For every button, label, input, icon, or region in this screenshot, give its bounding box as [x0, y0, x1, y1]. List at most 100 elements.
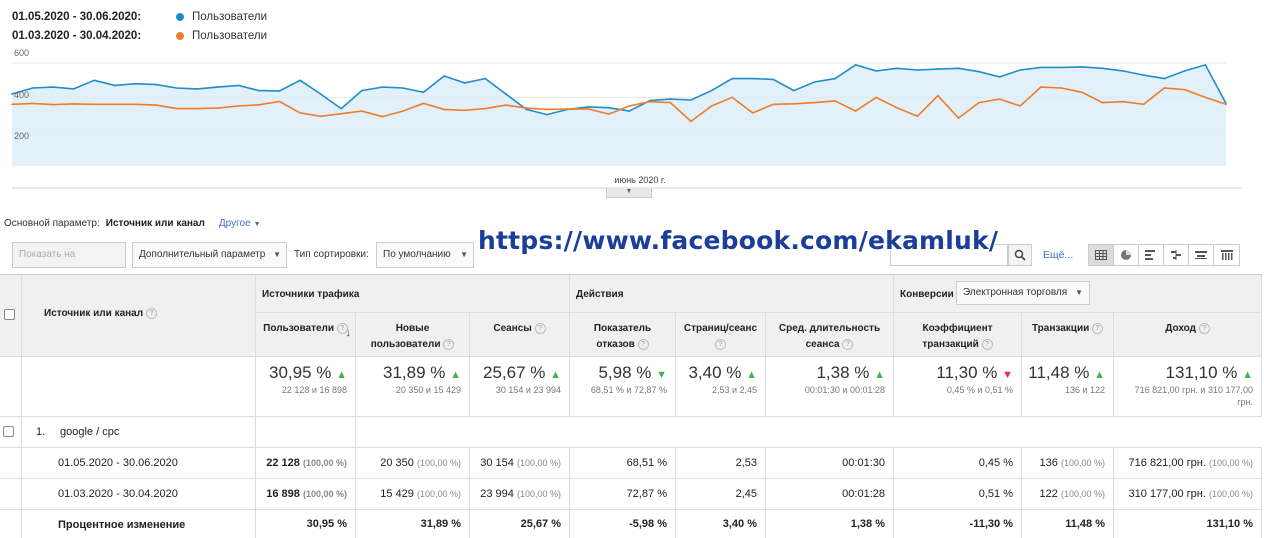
- point-current-34[interactable]: [710, 89, 713, 92]
- point-previous-13[interactable]: [278, 100, 281, 103]
- dimension-header-cell[interactable]: Источник или канал ?: [22, 275, 256, 357]
- point-current-23[interactable]: [484, 77, 487, 80]
- sort-type-dropdown[interactable]: По умолчанию ▼: [376, 242, 474, 268]
- point-current-42[interactable]: [875, 70, 877, 72]
- point-previous-22[interactable]: [463, 109, 466, 112]
- point-previous-52[interactable]: [1081, 91, 1083, 94]
- primary-dimension-value[interactable]: Источник или канал: [105, 218, 205, 229]
- point-current-50[interactable]: [1040, 66, 1042, 69]
- point-previous-48[interactable]: [998, 98, 1001, 100]
- point-current-52[interactable]: [1081, 66, 1083, 68]
- point-current-21[interactable]: [443, 75, 445, 77]
- point-current-8[interactable]: [175, 87, 178, 89]
- point-current-12[interactable]: [258, 89, 260, 92]
- point-previous-42[interactable]: [875, 96, 877, 99]
- point-current-16[interactable]: [340, 107, 343, 110]
- point-current-22[interactable]: [463, 82, 466, 84]
- point-previous-26[interactable]: [546, 108, 548, 111]
- point-previous-3[interactable]: [72, 103, 75, 105]
- term-cloud-view-icon[interactable]: [1189, 245, 1214, 265]
- help-icon[interactable]: ?: [1198, 322, 1210, 334]
- point-current-30[interactable]: [628, 110, 631, 112]
- point-current-38[interactable]: [793, 89, 795, 92]
- point-current-55[interactable]: [1142, 74, 1145, 76]
- point-current-41[interactable]: [854, 64, 857, 66]
- secondary-dimension-dropdown[interactable]: Дополнительный параметр ▼: [132, 242, 287, 268]
- point-previous-47[interactable]: [978, 101, 980, 104]
- column-header-4[interactable]: Страниц/сеанс ?: [676, 313, 766, 357]
- point-previous-29[interactable]: [607, 113, 610, 115]
- point-previous-17[interactable]: [361, 110, 363, 112]
- point-previous-35[interactable]: [731, 96, 733, 99]
- point-previous-55[interactable]: [1142, 103, 1145, 106]
- chart-svg[interactable]: [0, 0, 1264, 200]
- advanced-filter-link[interactable]: Ещё...: [1043, 249, 1074, 261]
- help-icon[interactable]: ?: [981, 338, 993, 350]
- point-previous-5[interactable]: [114, 103, 116, 106]
- point-previous-51[interactable]: [1060, 87, 1063, 89]
- line-chart[interactable]: 600 400 200 июнь 2020 г. ▼: [0, 0, 1264, 200]
- point-previous-53[interactable]: [1101, 101, 1104, 104]
- point-current-5[interactable]: [114, 84, 116, 87]
- point-current-56[interactable]: [1163, 77, 1166, 80]
- point-previous-43[interactable]: [896, 106, 898, 109]
- point-current-29[interactable]: [607, 106, 610, 109]
- point-previous-24[interactable]: [505, 104, 507, 106]
- point-previous-45[interactable]: [937, 94, 939, 97]
- point-current-13[interactable]: [278, 90, 281, 92]
- search-button[interactable]: [1008, 244, 1032, 266]
- point-previous-14[interactable]: [299, 112, 301, 114]
- point-current-28[interactable]: [587, 106, 589, 108]
- point-current-19[interactable]: [402, 87, 404, 89]
- help-icon[interactable]: ?: [842, 338, 854, 350]
- point-previous-9[interactable]: [196, 107, 198, 110]
- point-current-39[interactable]: [813, 81, 816, 83]
- point-current-36[interactable]: [751, 77, 754, 80]
- help-icon[interactable]: ?: [443, 338, 455, 350]
- column-header-8[interactable]: Доход ?: [1114, 313, 1262, 357]
- point-previous-54[interactable]: [1122, 100, 1124, 103]
- column-header-7[interactable]: Транзакции ?: [1022, 313, 1114, 357]
- point-previous-57[interactable]: [1184, 88, 1186, 91]
- performance-view-icon[interactable]: [1139, 245, 1164, 265]
- column-header-2[interactable]: Сеансы ?: [470, 313, 570, 357]
- help-icon[interactable]: ?: [1092, 322, 1104, 334]
- point-previous-50[interactable]: [1040, 86, 1042, 88]
- point-current-10[interactable]: [217, 86, 219, 88]
- column-header-1[interactable]: Новые пользователи ?: [356, 313, 470, 357]
- point-previous-25[interactable]: [525, 107, 528, 109]
- point-previous-0[interactable]: [11, 103, 13, 106]
- row-source-link[interactable]: google / cpc: [60, 426, 120, 438]
- chart-collapse-handle[interactable]: ▼: [606, 188, 652, 198]
- point-previous-18[interactable]: [381, 115, 384, 118]
- point-current-35[interactable]: [731, 77, 733, 80]
- point-previous-49[interactable]: [1019, 105, 1021, 107]
- point-current-3[interactable]: [72, 88, 75, 90]
- point-current-17[interactable]: [361, 89, 363, 92]
- point-current-31[interactable]: [649, 99, 651, 102]
- point-previous-15[interactable]: [319, 115, 322, 118]
- point-current-57[interactable]: [1184, 70, 1186, 72]
- point-previous-6[interactable]: [134, 103, 137, 106]
- point-current-24[interactable]: [505, 93, 507, 95]
- point-current-0[interactable]: [11, 93, 13, 95]
- point-current-20[interactable]: [422, 91, 425, 94]
- point-previous-36[interactable]: [751, 112, 754, 114]
- column-header-6[interactable]: Коэффициент транзакций ?: [894, 313, 1022, 357]
- point-previous-2[interactable]: [52, 103, 54, 106]
- point-current-47[interactable]: [978, 70, 980, 73]
- point-previous-32[interactable]: [669, 101, 672, 104]
- point-previous-41[interactable]: [854, 110, 857, 112]
- help-icon[interactable]: ?: [534, 322, 546, 334]
- point-previous-27[interactable]: [566, 108, 569, 110]
- point-current-43[interactable]: [896, 67, 898, 70]
- point-previous-8[interactable]: [175, 107, 178, 110]
- other-dimension-dropdown[interactable]: Другое ▼: [219, 218, 261, 229]
- point-current-33[interactable]: [690, 99, 692, 101]
- point-previous-38[interactable]: [793, 103, 795, 105]
- point-previous-16[interactable]: [340, 112, 343, 115]
- point-previous-1[interactable]: [31, 102, 34, 105]
- point-previous-10[interactable]: [217, 107, 219, 109]
- conversion-type-dropdown[interactable]: Электронная торговля ▼: [956, 281, 1090, 305]
- point-current-49[interactable]: [1019, 69, 1021, 71]
